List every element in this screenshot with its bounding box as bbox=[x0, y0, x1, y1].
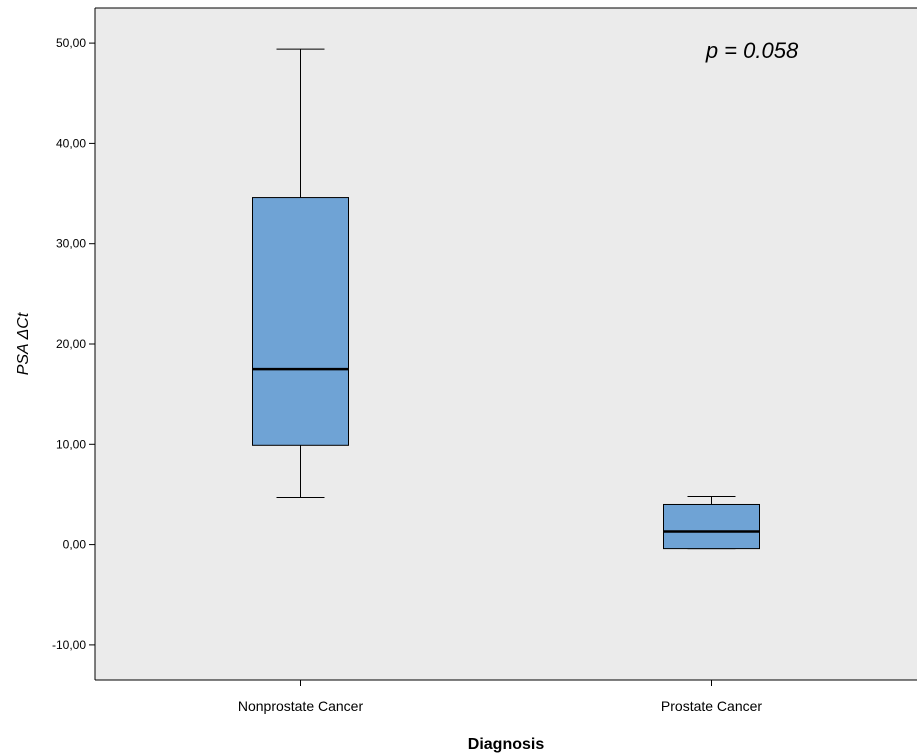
y-tick-label: 0,00 bbox=[63, 538, 87, 552]
box-iqr bbox=[252, 197, 349, 446]
x-tick-label: Nonprostate Cancer bbox=[238, 698, 364, 714]
box-2 bbox=[663, 495, 760, 550]
plot-area bbox=[95, 8, 917, 680]
box-1 bbox=[252, 48, 349, 498]
box-iqr bbox=[663, 503, 760, 550]
p-value-annotation: p = 0.058 bbox=[705, 38, 799, 63]
x-axis-ticks: Nonprostate Cancer Prostate Cancer bbox=[238, 680, 762, 714]
boxes bbox=[252, 48, 760, 550]
y-tick-label: 40,00 bbox=[56, 136, 86, 150]
y-axis-title: PSA ΔCt bbox=[15, 312, 32, 375]
y-tick-label: -10,00 bbox=[52, 638, 86, 652]
y-tick-label: 20,00 bbox=[56, 337, 86, 351]
y-tick-label: 30,00 bbox=[56, 237, 86, 251]
y-axis-ticks: -10,00 0,00 10,00 20,00 30,00 40,00 50,00 bbox=[52, 36, 95, 652]
x-axis-title: Diagnosis bbox=[468, 736, 545, 753]
y-tick-label: 10,00 bbox=[56, 437, 86, 451]
x-tick-label: Prostate Cancer bbox=[661, 698, 762, 714]
y-tick-label: 50,00 bbox=[56, 36, 86, 50]
